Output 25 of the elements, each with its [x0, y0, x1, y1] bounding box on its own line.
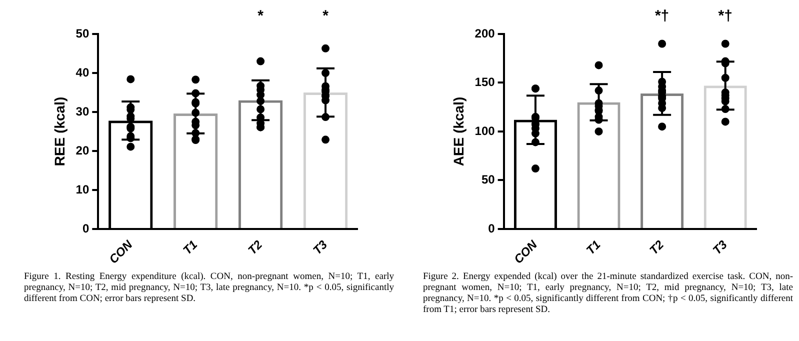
y-tick-label: 40	[76, 65, 90, 80]
x-tick-label: T3	[310, 237, 330, 258]
y-tick-label: 150	[474, 75, 496, 90]
y-tick-label: 0	[488, 221, 496, 236]
y-tick-label: 10	[76, 182, 90, 196]
x-tick-label: T2	[245, 237, 266, 258]
text: *	[322, 8, 329, 25]
caption: Figure 2. Energy expended (kcal) over the 21-minute standardized exercise task. CON, non-pregnant women, N=10; T1, early pregnancy, N=10; T2, mid pregnancy, N=10; T3, late pregnancy, N=10. *p < 0.05, significantly different from CON; †p < 0.05, significantly different from T1; error bars represent SD.	[422, 271, 794, 316]
y-tick-label: 200	[474, 26, 496, 40]
y-axis-title: AEE (kcal)	[450, 96, 466, 166]
y-tick-label: 50	[481, 172, 496, 187]
y-tick-label: 50	[76, 26, 90, 40]
y-tick-label: 100	[474, 124, 496, 138]
x-tick-label: T3	[710, 237, 730, 258]
text: *†	[718, 8, 732, 25]
y-axis-title: REE (kcal)	[51, 96, 68, 166]
x-tick-label: T1	[180, 237, 200, 258]
text: *†	[654, 8, 670, 25]
caption: Figure 1. Resting Energy expenditure (kcal). CON, non-pregnant women, N=10; T1, early pregnancy, N=10; T2, mid pregnancy, N=10; T3, late pregnancy, N=10. *p < 0.05, significantly different from CON; error bars represent SD.	[23, 271, 395, 305]
text: *	[258, 8, 264, 25]
x-tick-label: T1	[583, 237, 604, 258]
y-tick-label: 20	[76, 143, 90, 158]
y-tick-label: 0	[82, 221, 90, 236]
y-tick-label: 30	[76, 104, 90, 118]
x-tick-label: T2	[646, 237, 667, 258]
